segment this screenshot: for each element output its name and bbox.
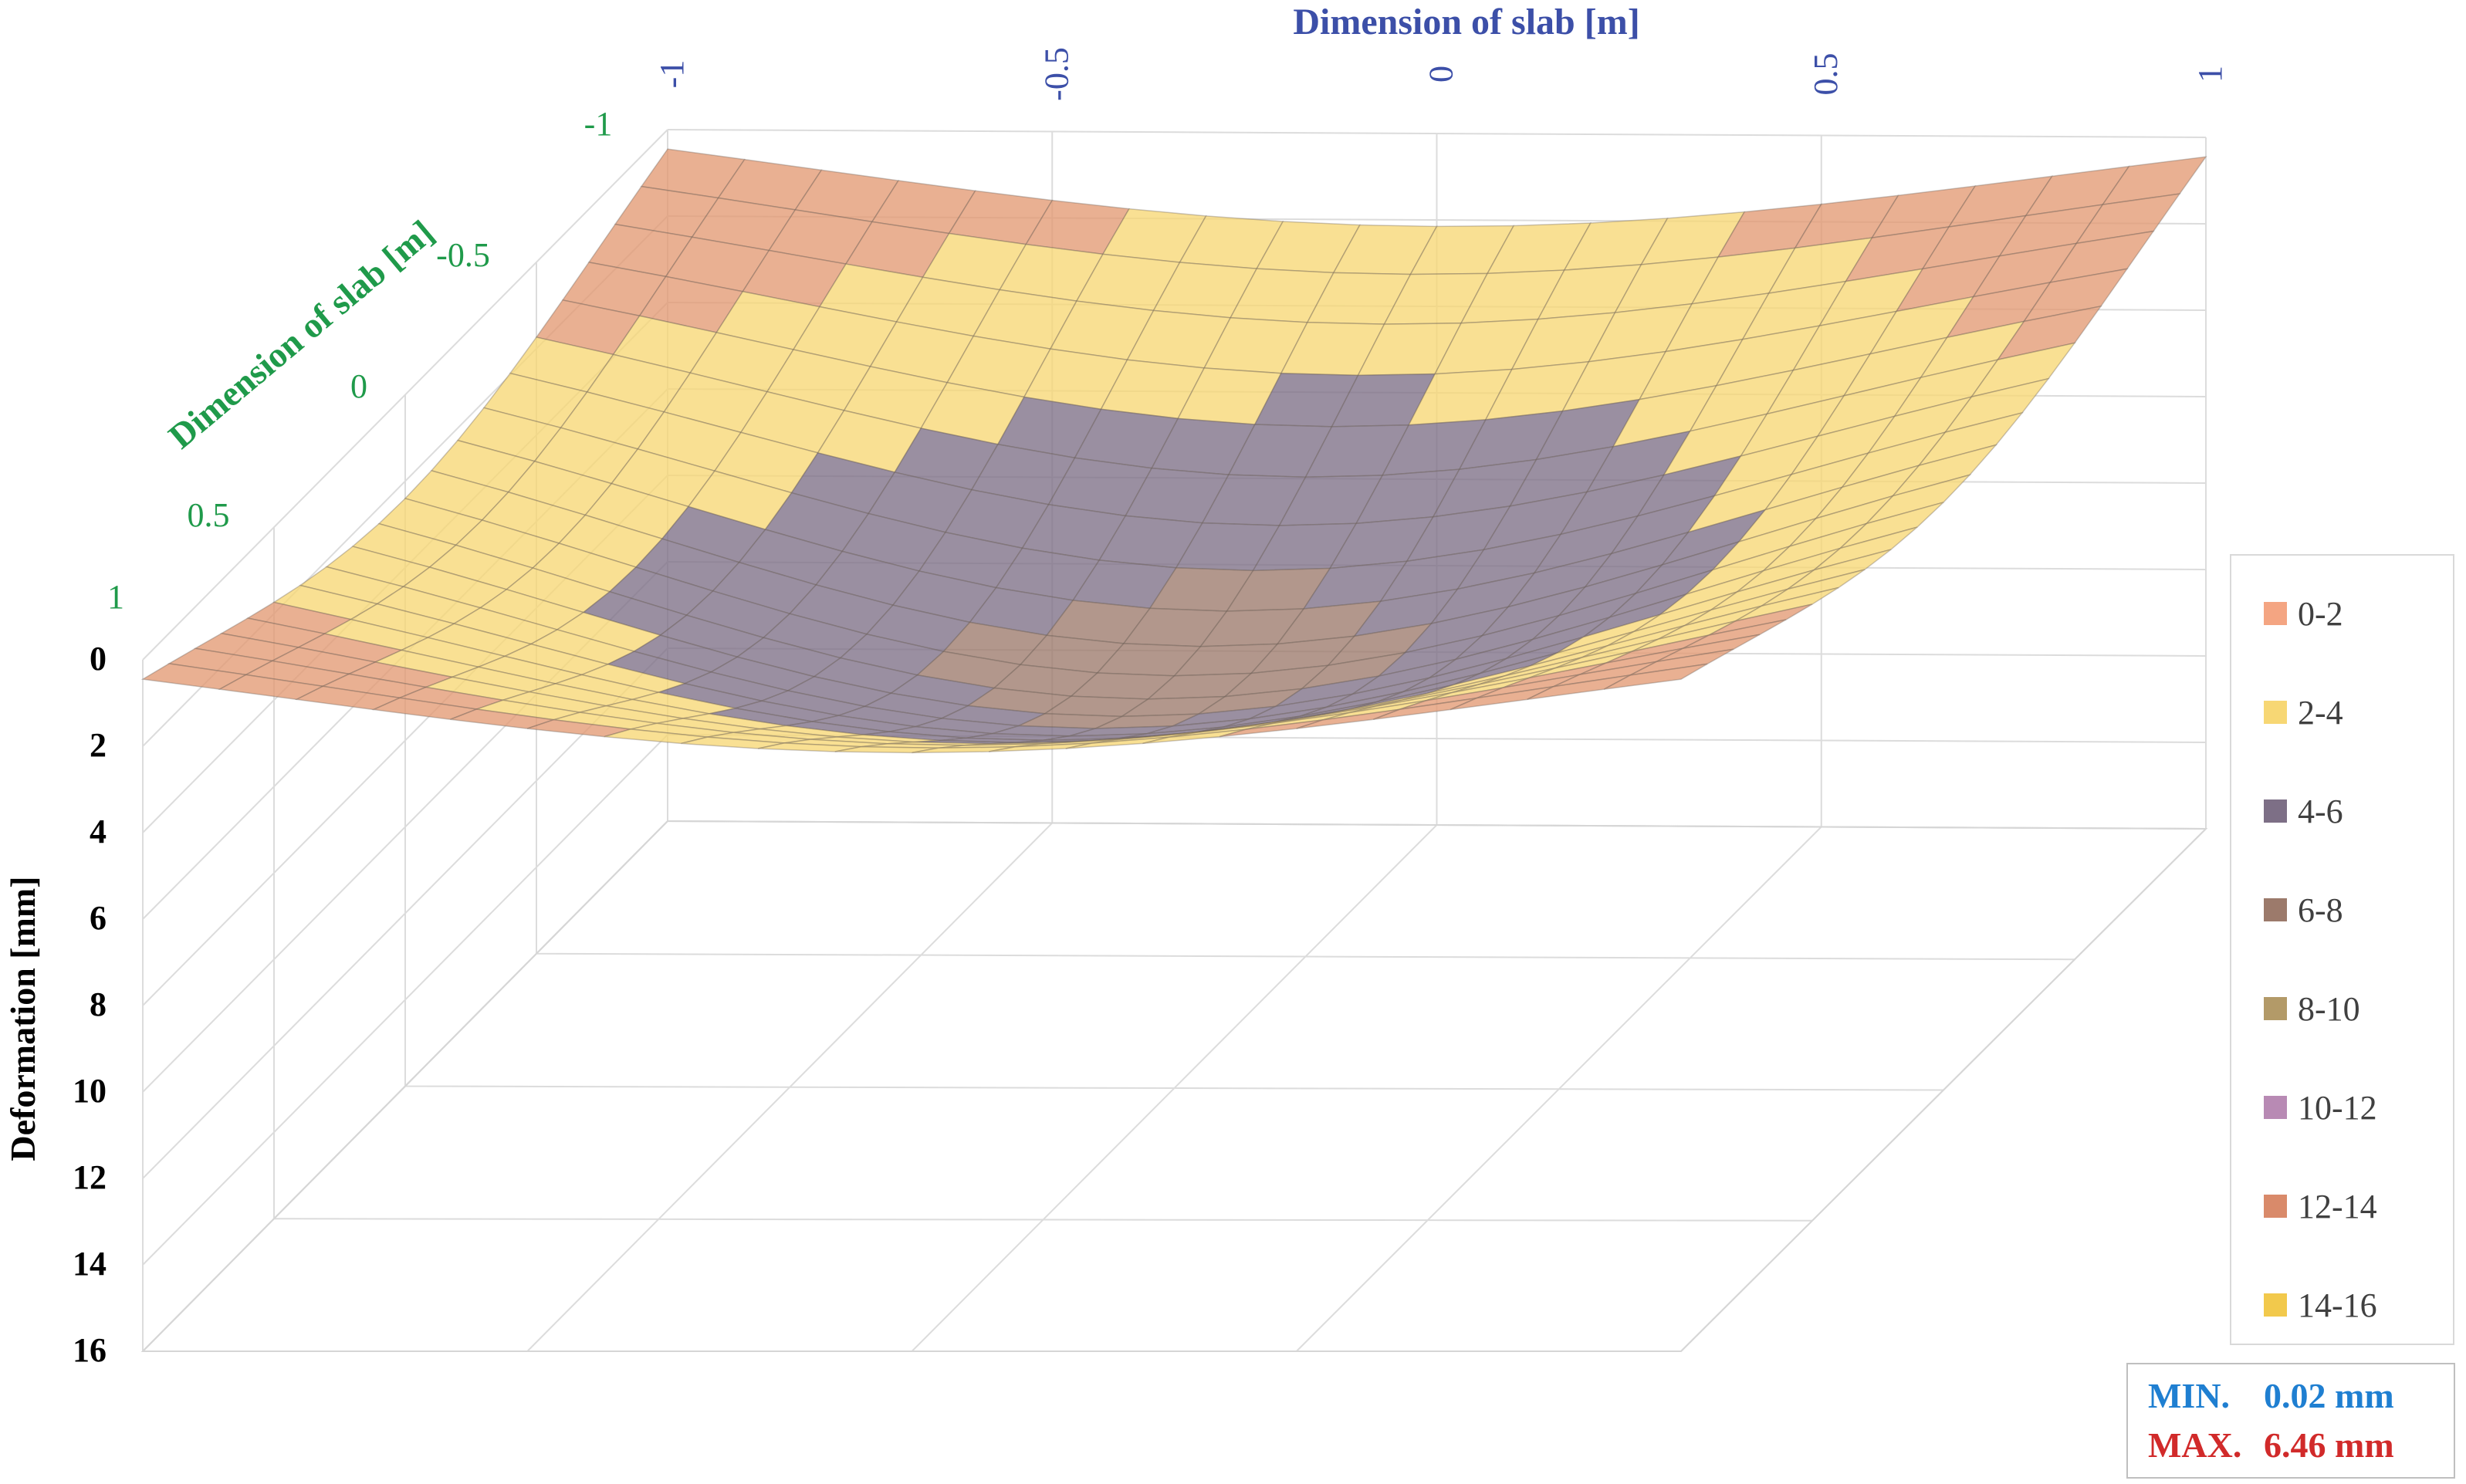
legend-item: 8-10 [2264, 982, 2360, 1036]
legend-swatch [2264, 1293, 2287, 1317]
legend-item: 14-16 [2264, 1278, 2377, 1332]
z-tick-label: 4 [90, 813, 107, 850]
surface [140, 148, 2207, 754]
y-axis-title: Dimension of slab [m] [161, 212, 441, 456]
legend-label: 14-16 [2298, 1286, 2377, 1324]
min-label: MIN. [2148, 1376, 2231, 1415]
legend-item: 2-4 [2264, 685, 2343, 739]
legend-swatch [2264, 898, 2287, 921]
x-tick-label: 0 [1422, 66, 1460, 83]
x-tick-label: -1 [653, 60, 691, 89]
y-tick-label: -1 [584, 105, 613, 143]
max-label: MAX. [2148, 1425, 2242, 1465]
z-tick-label: 10 [73, 1072, 107, 1110]
z-tick-label: 2 [90, 726, 107, 764]
max-value: 6.46 mm [2264, 1425, 2394, 1465]
x-tick-label: 0.5 [1807, 53, 1845, 96]
z-tick-label: 6 [90, 899, 107, 937]
y-tick-label: 0.5 [188, 496, 230, 534]
legend-label: 2-4 [2298, 693, 2343, 732]
x-tick-label: 1 [2191, 66, 2229, 83]
z-tick-label: 16 [73, 1331, 107, 1369]
legend-item: 4-6 [2264, 784, 2343, 838]
z-tick-label: 14 [73, 1245, 107, 1283]
legend-label: 12-14 [2298, 1187, 2377, 1225]
y-tick-label: 1 [107, 578, 124, 616]
x-axis-title: Dimension of slab [m] [1293, 2, 1639, 42]
legend-item: 12-14 [2264, 1179, 2377, 1233]
legend-label: 6-8 [2298, 891, 2343, 929]
legend-label: 0-2 [2298, 594, 2343, 633]
legend-swatch [2264, 1195, 2287, 1218]
min-max-box: MIN. 0.02 mm MAX. 6.46 mm [2126, 1363, 2455, 1479]
legend-item: 6-8 [2264, 883, 2343, 937]
legend-swatch [2264, 1096, 2287, 1119]
z-tick-label: 12 [73, 1158, 107, 1196]
x-tick-label: -0.5 [1037, 47, 1075, 101]
max-row: MAX. 6.46 mm [2148, 1425, 2394, 1465]
min-row: MIN. 0.02 mm [2148, 1375, 2394, 1416]
legend-swatch [2264, 701, 2287, 724]
z-tick-label: 8 [90, 985, 107, 1023]
gridline-y [142, 660, 1681, 1352]
legend-item: 10-12 [2264, 1080, 2377, 1134]
y-tick-label: 0 [350, 367, 367, 405]
legend-label: 4-6 [2298, 792, 2343, 830]
legend-item: 0-2 [2264, 587, 2343, 641]
surface-cell [1603, 663, 1708, 690]
floor-outline [140, 820, 2208, 1352]
legend-swatch [2264, 799, 2287, 823]
min-value: 0.02 mm [2264, 1376, 2394, 1415]
legend-label: 10-12 [2298, 1088, 2377, 1127]
z-tick-label: 0 [90, 640, 107, 678]
legend: 0-2 2-4 4-6 6-8 8-10 10-12 12-14 14-16 [2230, 554, 2454, 1345]
legend-label: 8-10 [2298, 989, 2360, 1028]
y-tick-label: -0.5 [436, 236, 490, 274]
legend-swatch [2264, 997, 2287, 1020]
z-axis-title: Deformation [mm] [3, 876, 42, 1161]
legend-swatch [2264, 602, 2287, 625]
